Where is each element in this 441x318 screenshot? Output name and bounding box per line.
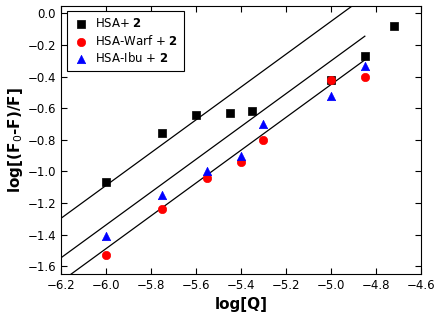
- HSA-Warf + 2: [260, 137, 267, 142]
- HSA+ 2: [361, 53, 368, 59]
- X-axis label: log[Q]: log[Q]: [214, 297, 268, 313]
- HSA-Ibu + 2: [204, 169, 211, 174]
- HSA-Ibu + 2: [260, 121, 267, 127]
- HSA-Ibu + 2: [102, 234, 109, 239]
- HSA-Warf + 2: [328, 77, 335, 82]
- Y-axis label: log[(F$_0$-F)/F]: log[(F$_0$-F)/F]: [6, 87, 25, 193]
- HSA-Warf + 2: [361, 74, 368, 79]
- HSA-Warf + 2: [204, 175, 211, 180]
- HSA+ 2: [249, 109, 256, 114]
- HSA-Ibu + 2: [159, 192, 166, 197]
- HSA+ 2: [391, 24, 398, 29]
- HSA+ 2: [159, 131, 166, 136]
- HSA+ 2: [192, 112, 199, 117]
- HSA+ 2: [102, 180, 109, 185]
- HSA+ 2: [226, 110, 233, 115]
- HSA-Ibu + 2: [328, 93, 335, 98]
- HSA-Warf + 2: [237, 159, 244, 164]
- HSA-Warf + 2: [159, 207, 166, 212]
- Legend: HSA+ $\mathbf{2}$, HSA-Warf + $\mathbf{2}$, HSA-Ibu + $\mathbf{2}$: HSA+ $\mathbf{2}$, HSA-Warf + $\mathbf{2…: [67, 11, 184, 71]
- HSA-Ibu + 2: [237, 153, 244, 158]
- HSA-Ibu + 2: [361, 63, 368, 68]
- HSA+ 2: [328, 77, 335, 82]
- HSA-Warf + 2: [102, 252, 109, 258]
